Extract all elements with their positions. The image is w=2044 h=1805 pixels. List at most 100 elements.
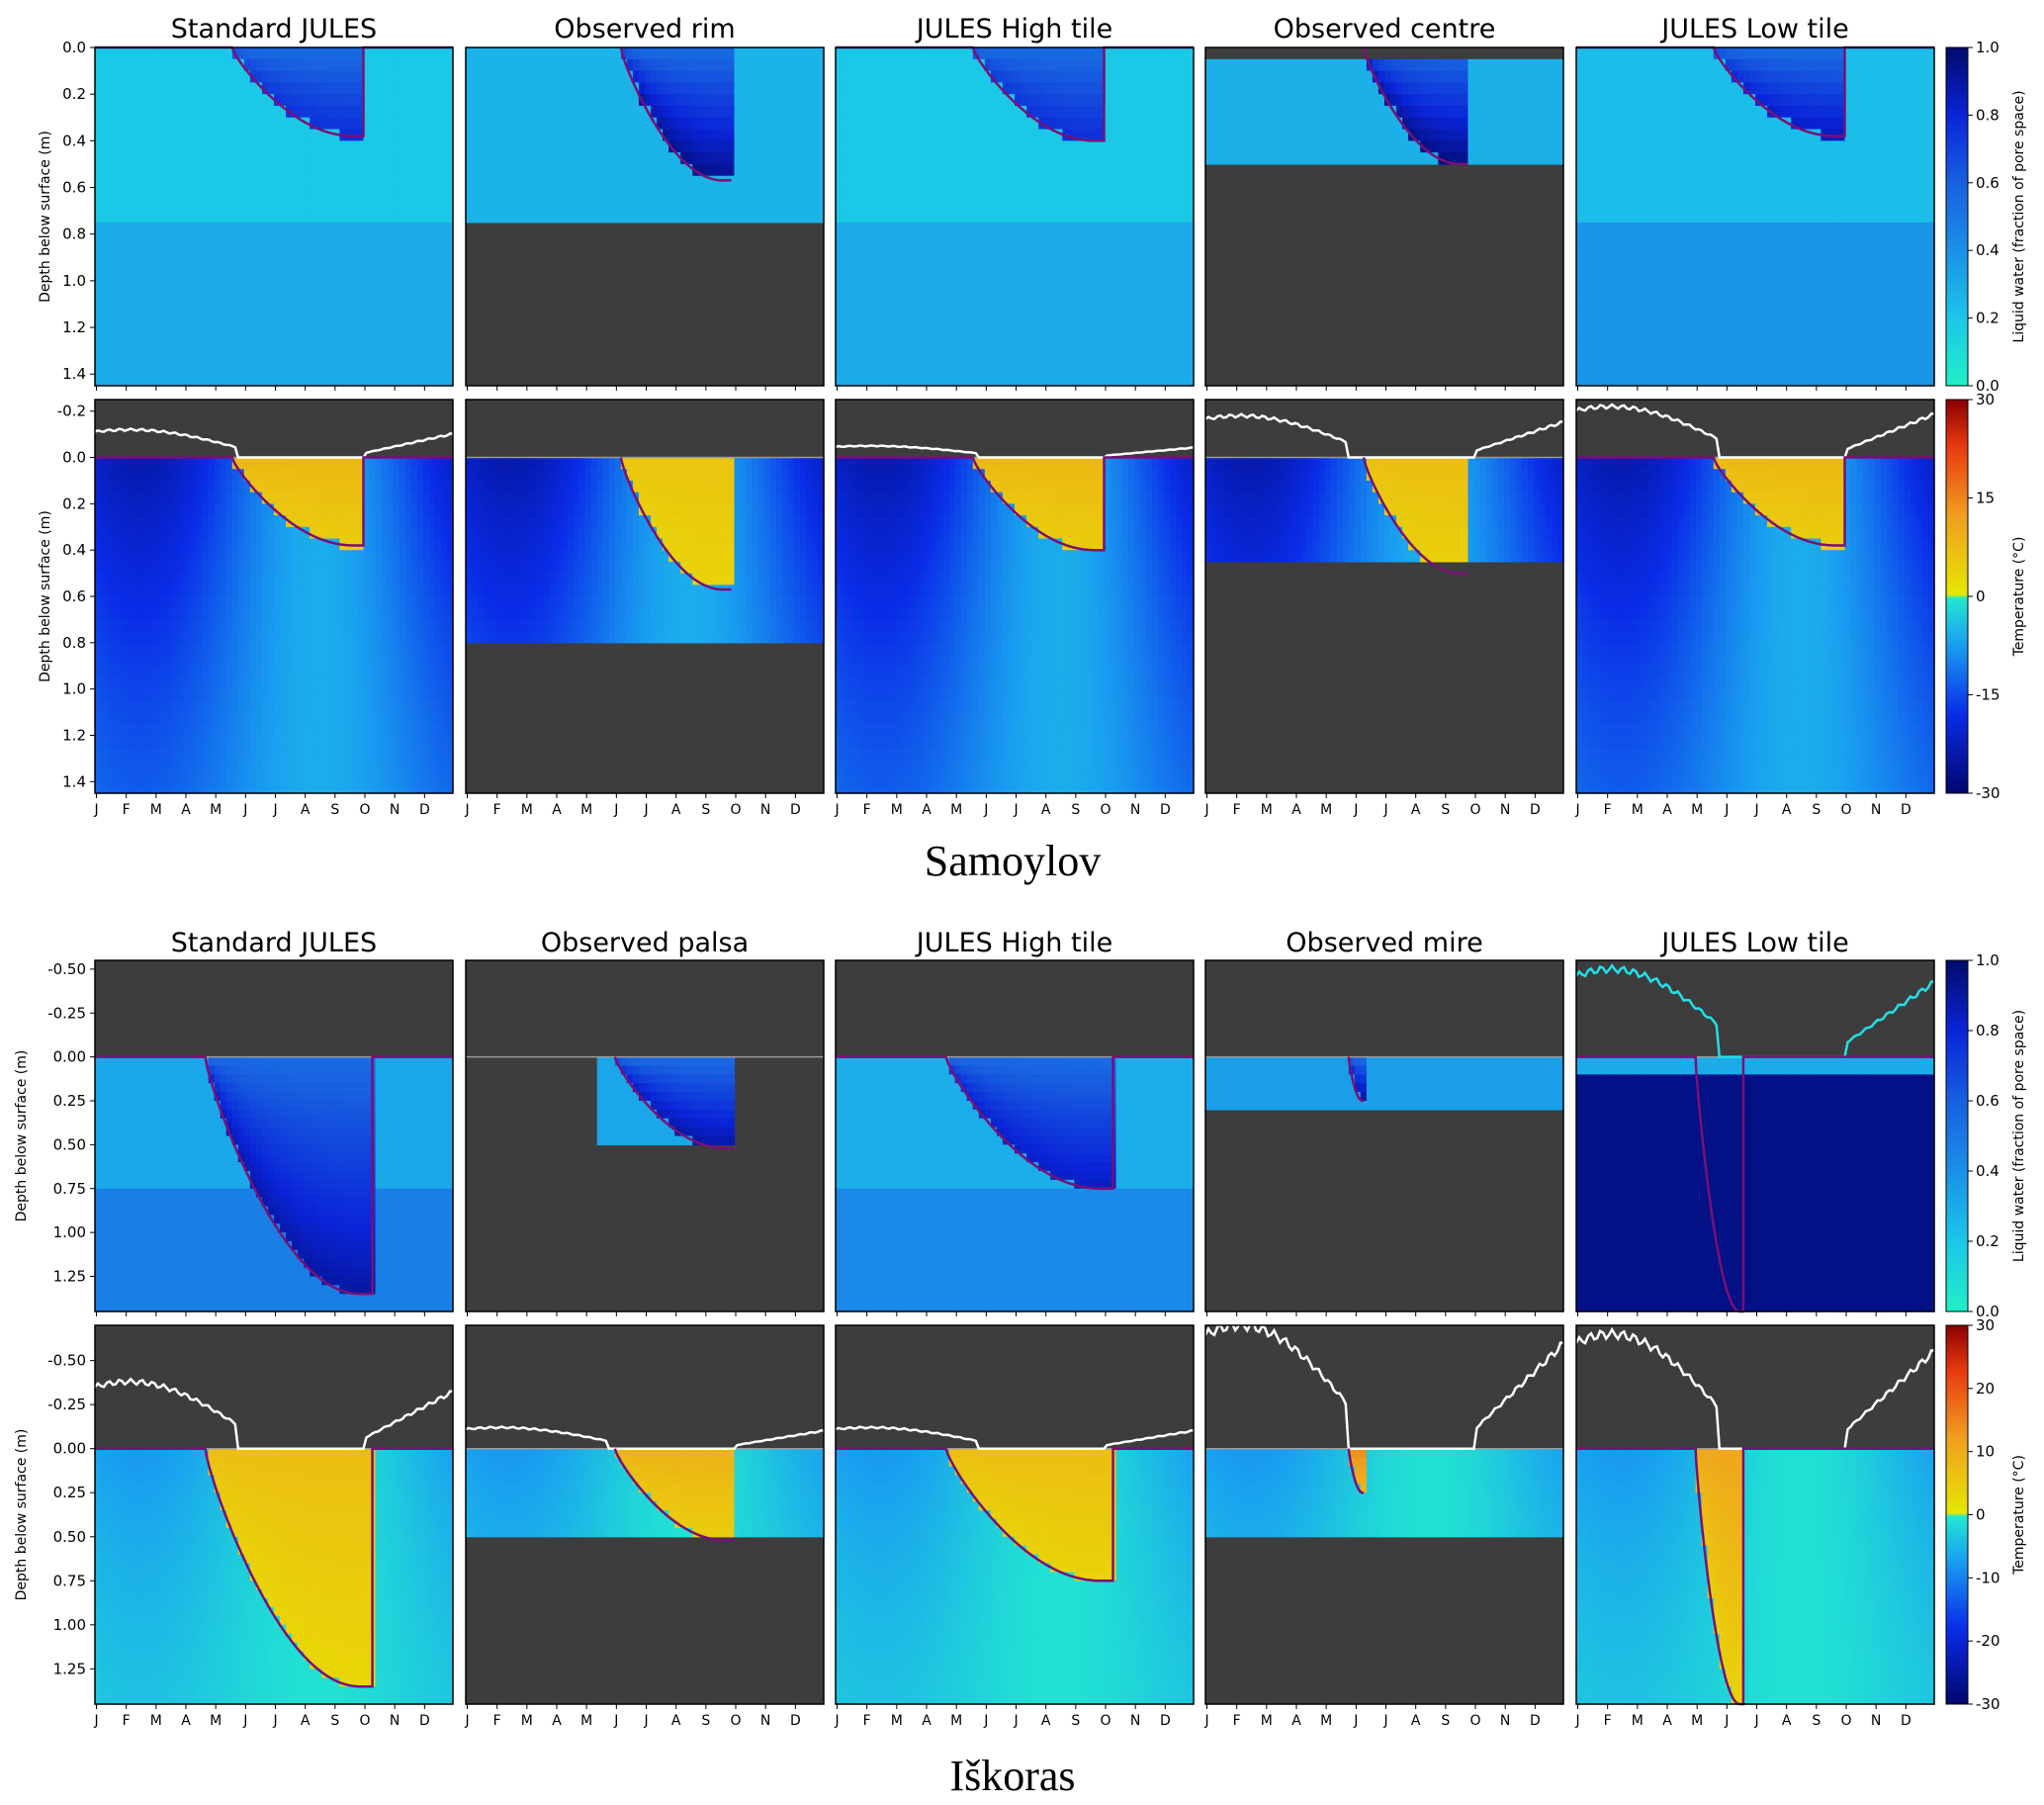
heatmap-cell — [919, 245, 926, 257]
heatmap-cell — [1122, 362, 1129, 374]
heatmap-cell — [895, 118, 902, 130]
heatmap-cell — [197, 164, 204, 176]
heatmap-cell — [1444, 118, 1451, 130]
heatmap-cell — [1522, 59, 1529, 71]
heatmap-cell — [274, 339, 281, 351]
heatmap-cell — [961, 223, 968, 234]
heatmap-cell — [1056, 223, 1063, 234]
heatmap-cell — [1152, 327, 1159, 339]
heatmap-cell — [859, 152, 866, 164]
heatmap-cell — [232, 257, 239, 269]
heatmap-cell — [136, 176, 143, 188]
heatmap-cell — [1253, 118, 1260, 130]
heatmap-cell — [1015, 269, 1022, 281]
heatmap-cell — [1062, 304, 1069, 316]
heatmap-cell — [1056, 140, 1063, 152]
heatmap-cell — [226, 245, 233, 257]
heatmap-cell — [160, 164, 167, 176]
heatmap-cell — [967, 351, 974, 363]
heatmap-cell — [627, 199, 634, 211]
heatmap-cell — [1378, 140, 1385, 152]
heatmap-cell — [292, 269, 299, 281]
heatmap-cell — [484, 164, 490, 176]
heatmap-cell — [556, 140, 563, 152]
heatmap-cell — [1146, 130, 1153, 141]
heatmap-cell — [185, 351, 192, 363]
heatmap-cell — [1158, 188, 1165, 200]
heatmap-cell — [351, 293, 358, 305]
heatmap-cell — [185, 106, 192, 118]
heatmap-cell — [1170, 234, 1177, 246]
heatmap-cell — [1247, 94, 1254, 106]
heatmap-cell — [226, 362, 233, 374]
heatmap-cell — [1337, 140, 1344, 152]
heatmap-cell — [1122, 316, 1129, 327]
heatmap-cell — [1510, 59, 1517, 71]
heatmap-cell — [376, 269, 383, 281]
heatmap-cell — [131, 269, 137, 281]
heatmap-cell — [370, 59, 377, 71]
heatmap-cell — [1211, 94, 1218, 106]
heatmap-cell — [244, 152, 251, 164]
heatmap-cell — [327, 211, 334, 223]
heatmap-cell — [435, 188, 442, 200]
heatmap-cell — [1217, 140, 1224, 152]
heatmap-cell — [776, 152, 783, 164]
heatmap-cell — [847, 223, 854, 234]
heatmap-cell — [178, 118, 185, 130]
heatmap-cell — [119, 281, 126, 293]
heatmap-cell — [1492, 130, 1499, 141]
heatmap-cell — [591, 118, 598, 130]
heatmap-cell — [429, 362, 436, 374]
heatmap-cell — [304, 257, 311, 269]
heatmap-cell — [943, 362, 950, 374]
heatmap-cell — [238, 164, 245, 176]
heatmap-cell — [1432, 94, 1439, 106]
heatmap-cell — [501, 118, 508, 130]
heatmap-cell — [997, 223, 1004, 234]
heatmap-cell — [836, 327, 843, 339]
heatmap-cell — [1050, 106, 1057, 118]
heatmap-cell — [268, 118, 275, 130]
heatmap-cell — [136, 106, 143, 118]
heatmap-cell — [889, 152, 896, 164]
heatmap-cell — [621, 140, 628, 152]
heatmap-cell — [753, 130, 759, 141]
heatmap-cell — [429, 211, 436, 223]
heatmap-cell — [101, 94, 108, 106]
heatmap-cell — [627, 106, 634, 118]
heatmap-cell — [657, 199, 664, 211]
heatmap-cell — [1158, 94, 1165, 106]
heatmap-cell — [568, 152, 575, 164]
heatmap-cell — [1128, 304, 1135, 316]
heatmap-cell — [1432, 118, 1439, 130]
heatmap-cell — [1462, 59, 1468, 71]
heatmap-cell — [692, 118, 699, 130]
heatmap-cell — [1182, 234, 1189, 246]
heatmap-cell — [1098, 164, 1105, 176]
heatmap-cell — [889, 281, 896, 293]
heatmap-cell — [943, 152, 950, 164]
heatmap-cell — [1373, 140, 1379, 152]
heatmap-cell — [1026, 94, 1033, 106]
heatmap-cell — [1021, 211, 1027, 223]
heatmap-cell — [919, 47, 926, 59]
heatmap-cell — [113, 211, 120, 223]
heatmap-cell — [609, 71, 616, 83]
heatmap-cell — [262, 71, 269, 83]
heatmap-cell — [1337, 130, 1344, 141]
heatmap-cell — [310, 140, 316, 152]
heatmap-cell — [226, 234, 233, 246]
heatmap-cell — [226, 327, 233, 339]
heatmap-cell — [1516, 94, 1523, 106]
heatmap-cell — [871, 106, 878, 118]
heatmap-cell — [441, 316, 448, 327]
heatmap-cell — [1032, 140, 1039, 152]
heatmap-cell — [411, 140, 418, 152]
heatmap-cell — [776, 211, 783, 223]
heatmap-cell — [1241, 71, 1248, 83]
heatmap-cell — [238, 304, 245, 316]
heatmap-cell — [895, 211, 902, 223]
heatmap-cell — [1540, 106, 1547, 118]
heatmap-cell — [405, 374, 412, 386]
